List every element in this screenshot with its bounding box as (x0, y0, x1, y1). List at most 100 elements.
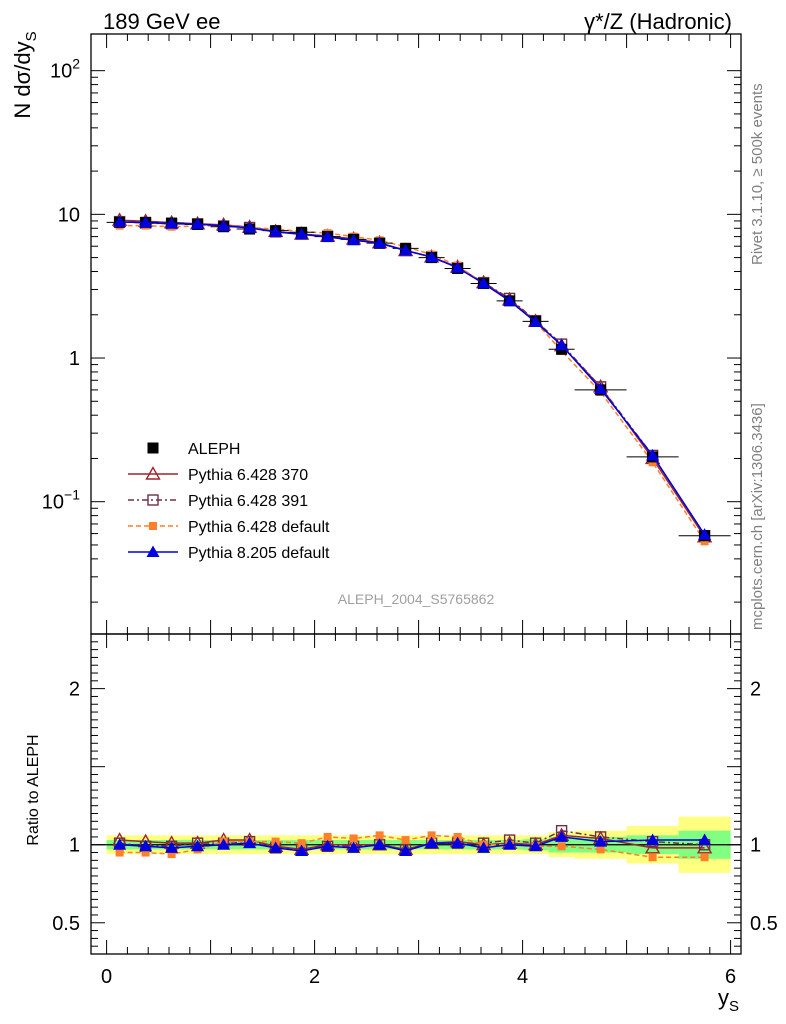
ratio-point-pythia-8-205-default (451, 836, 465, 849)
ratio-point-pythia-8-205-default (503, 838, 517, 850)
legend: ALEPH Pythia 6.428 370 Pythia 6.428 391 Pyt… (128, 441, 330, 562)
ratio-point-pythia-8-205-default (373, 838, 387, 850)
plot-header-left: 189 GeV ee (103, 9, 220, 34)
ratio-y-tick-label: 0.5 (52, 913, 80, 935)
legend-label-pythia-6-428-391: Pythia 6.428 391 (188, 493, 308, 510)
analysis-watermark: ALEPH_2004_S5765862 (338, 591, 495, 607)
point-pythia-8-205-default (113, 215, 127, 227)
point-pythia-8-205-default (451, 261, 465, 273)
legend-marker-pythia-6-428-391 (147, 494, 159, 506)
ratio-point-pythia-6-428-default (115, 848, 124, 857)
ratio-y-tick-label-right: 0.5 (750, 913, 778, 935)
ratio-point-pythia-8-205-default (295, 844, 309, 856)
x-tick-label: 6 (725, 966, 736, 988)
ratio-uncertainty-bands (91, 816, 741, 873)
main-panel-series (106, 212, 731, 546)
ratio-point-pythia-8-205-default (191, 839, 205, 852)
series-line-pythia-6-428-391 (119, 220, 706, 537)
ratio-y-tick-label-right: 1 (750, 835, 761, 857)
ratio-point-pythia-6-428-default (141, 848, 150, 857)
ratio-panel-series (111, 824, 713, 862)
point-pythia-8-205-default (646, 448, 660, 461)
ratio-point-pythia-8-205-default (217, 838, 231, 850)
point-pythia-8-205-default (295, 227, 309, 240)
mcplots-credit-text: mcplots.cern.ch [arXiv:1306.3436] (749, 403, 766, 630)
legend-marker-pythia-6-428-default (149, 522, 157, 530)
ratio-point-pythia-6-428-default (323, 832, 332, 841)
y-tick-label: 102 (50, 56, 80, 83)
ratio-point-pythia-8-205-default (321, 839, 335, 852)
svg-text:N dσ/dyS: N dσ/dyS (10, 31, 40, 118)
legend-marker-pythia-6-428-370 (145, 466, 161, 480)
point-pythia-8-205-default (347, 233, 361, 246)
ratio-point-pythia-6-428-default (167, 850, 176, 859)
ratio-panel-frame (90, 633, 742, 955)
x-tick-label: 2 (309, 966, 320, 988)
ratio-point-pythia-6-428-default (375, 831, 384, 840)
point-pythia-8-205-default (217, 219, 231, 231)
point-pythia-8-205-default (165, 217, 179, 229)
ratio-point-pythia-6-428-370 (696, 839, 713, 854)
main-panel-frame (90, 33, 742, 635)
ratio-point-pythia-8-205-default (529, 839, 543, 852)
ratio-point-pythia-6-428-default (596, 845, 605, 854)
ratio-point-pythia-8-205-default (555, 830, 569, 842)
ratio-point-pythia-8-205-default (399, 844, 413, 856)
axis-ticks (91, 34, 741, 954)
ratio-point-pythia-6-428-default (700, 853, 709, 862)
point-pythia-8-205-default (373, 236, 387, 249)
svg-text:Rivet 3.1.10, ≥ 500k events: Rivet 3.1.10, ≥ 500k events (749, 83, 766, 265)
ratio-point-pythia-8-205-default (646, 833, 660, 846)
point-pythia-8-205-default (529, 315, 543, 328)
legend-label-pythia-6-428-default: Pythia 6.428 default (188, 519, 330, 536)
y-tick-label: 10 (58, 204, 80, 226)
ratio-point-pythia-8-205-default (243, 836, 257, 849)
ratio-point-pythia-6-428-default (349, 834, 358, 843)
y-tick-label: 10−1 (42, 487, 80, 514)
rivet-version-text: Rivet 3.1.10, ≥ 500k events (749, 83, 766, 265)
point-pythia-8-205-default (555, 338, 569, 351)
ratio-point-pythia-6-428-default (297, 839, 306, 848)
point-pythia-8-205-default (399, 244, 413, 256)
x-tick-label: 4 (517, 966, 528, 988)
ratio-point-pythia-8-205-default (113, 838, 127, 850)
ratio-point-pythia-8-205-default (269, 841, 283, 853)
ratio-point-pythia-8-205-default (165, 841, 179, 853)
point-pythia-8-205-default (503, 294, 517, 306)
legend-marker-aleph (147, 442, 159, 454)
ratio-point-pythia-6-428-default (557, 842, 566, 851)
ratio-point-pythia-6-428-default (427, 831, 436, 840)
plot-header-right: γ*/Z (Hadronic) (584, 9, 732, 34)
point-pythia-8-205-default (191, 217, 205, 230)
series-line-pythia-6-428-370 (119, 219, 706, 538)
legend-marker-pythia-8-205-default (146, 545, 160, 557)
point-pythia-8-205-default (425, 250, 439, 262)
point-pythia-8-205-default (243, 221, 257, 233)
y-tick-label: 1 (69, 348, 80, 370)
point-pythia-8-205-default (477, 277, 491, 289)
legend-label-pythia-6-428-370: Pythia 6.428 370 (188, 467, 308, 484)
point-pythia-6-428-default (700, 537, 709, 546)
ratio-y-tick-label: 1 (69, 835, 80, 857)
ratio-point-pythia-6-428-default (648, 853, 657, 862)
series-line-pythia-8-205-default (119, 221, 706, 536)
svg-text:Ratio to ALEPH: Ratio to ALEPH (25, 734, 42, 845)
point-pythia-8-205-default (321, 230, 335, 243)
ratio-point-pythia-8-205-default (477, 841, 491, 853)
point-pythia-8-205-default (698, 528, 712, 540)
y-axis-label-ratio: Ratio to ALEPH (25, 734, 42, 845)
x-tick-label: 0 (101, 966, 112, 988)
legend-label-pythia-8-205-default: Pythia 8.205 default (188, 545, 330, 562)
point-pythia-8-205-default (594, 382, 608, 394)
point-pythia-8-205-default (139, 216, 153, 228)
x-axis-label: yS (718, 985, 739, 1015)
svg-text:mcplots.cern.ch [arXiv:1306.34: mcplots.cern.ch [arXiv:1306.3436] (749, 403, 766, 630)
ratio-point-pythia-8-205-default (594, 835, 608, 847)
ratio-y-tick-label: 2 (69, 679, 80, 701)
point-pythia-8-205-default (269, 225, 283, 237)
ratio-point-pythia-8-205-default (425, 836, 439, 849)
ratio-point-pythia-8-205-default (347, 841, 361, 853)
ratio-y-tick-label-right: 2 (750, 679, 761, 701)
ratio-point-pythia-6-428-default (401, 836, 410, 845)
